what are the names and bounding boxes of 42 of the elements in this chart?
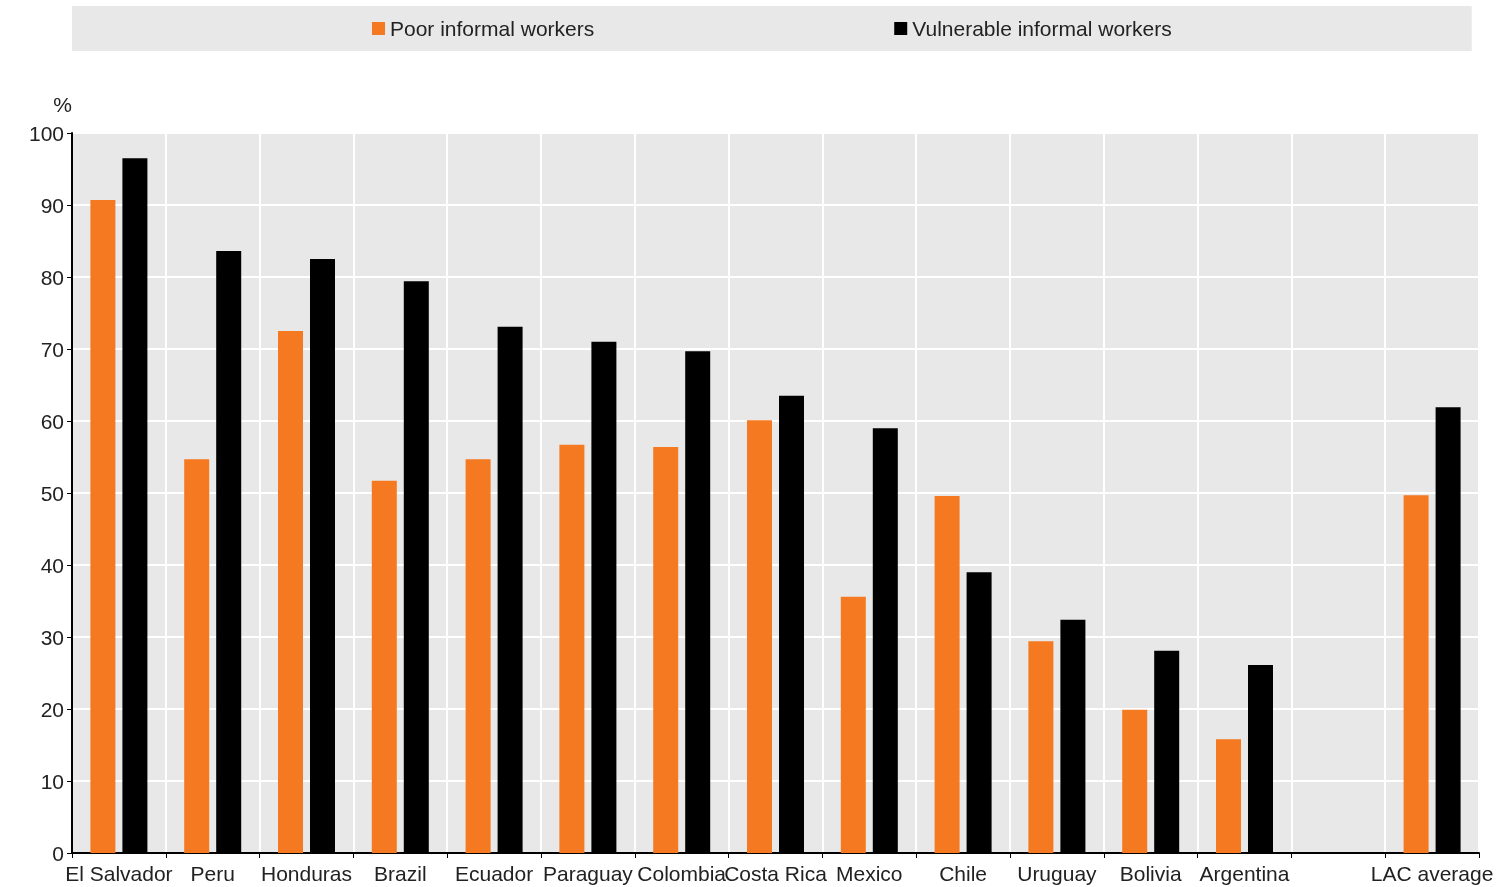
y-tick-label: 100 — [28, 121, 64, 145]
bar — [1216, 739, 1241, 853]
x-tick-label: Mexico — [836, 862, 903, 885]
bar — [653, 446, 679, 853]
x-tick-label: LAC average — [1370, 862, 1494, 885]
x-tick-label: Uruguay — [1017, 862, 1098, 885]
x-tick-label: El Salvador — [65, 862, 173, 885]
bar — [934, 495, 960, 853]
bar — [747, 420, 772, 853]
y-tick-label: 40 — [40, 553, 64, 577]
y-tick-label: 10 — [40, 769, 64, 793]
y-tick-label: 60 — [40, 409, 64, 433]
bar — [278, 331, 303, 853]
y-tick-label: 90 — [40, 193, 64, 217]
bar — [184, 459, 210, 853]
y-tick-label: 20 — [40, 697, 64, 721]
y-tick-label: 50 — [40, 481, 64, 505]
y-tick-label: 30 — [40, 625, 64, 649]
bar — [371, 480, 397, 853]
y-tick-label: 70 — [40, 337, 64, 361]
x-tick-label: Costa Rica — [724, 862, 828, 885]
y-axis-title: % — [53, 93, 72, 116]
x-tick-label: Bolivia — [1119, 862, 1182, 885]
bar — [559, 444, 585, 853]
legend-label: Vulnerable informal workers — [912, 17, 1172, 40]
x-tick-label: Brazil — [374, 862, 427, 885]
x-tick-label: Argentina — [1199, 862, 1290, 885]
y-tick-label: 80 — [40, 265, 64, 289]
legend-label: Poor informal workers — [390, 17, 595, 40]
x-tick-label: Colombia — [637, 862, 727, 885]
bar — [1028, 641, 1054, 853]
bar — [1122, 709, 1148, 853]
x-tick-label: Honduras — [260, 862, 353, 885]
x-tick-label: Chile — [939, 862, 988, 885]
x-tick-label: Ecuador — [454, 862, 534, 885]
y-tick-label: 0 — [52, 841, 64, 865]
bar — [90, 199, 116, 853]
bar — [465, 459, 491, 853]
x-tick-label: Paraguay — [542, 862, 634, 885]
bar — [840, 596, 866, 853]
x-tick-label: Peru — [190, 862, 235, 885]
bar — [1403, 495, 1429, 853]
